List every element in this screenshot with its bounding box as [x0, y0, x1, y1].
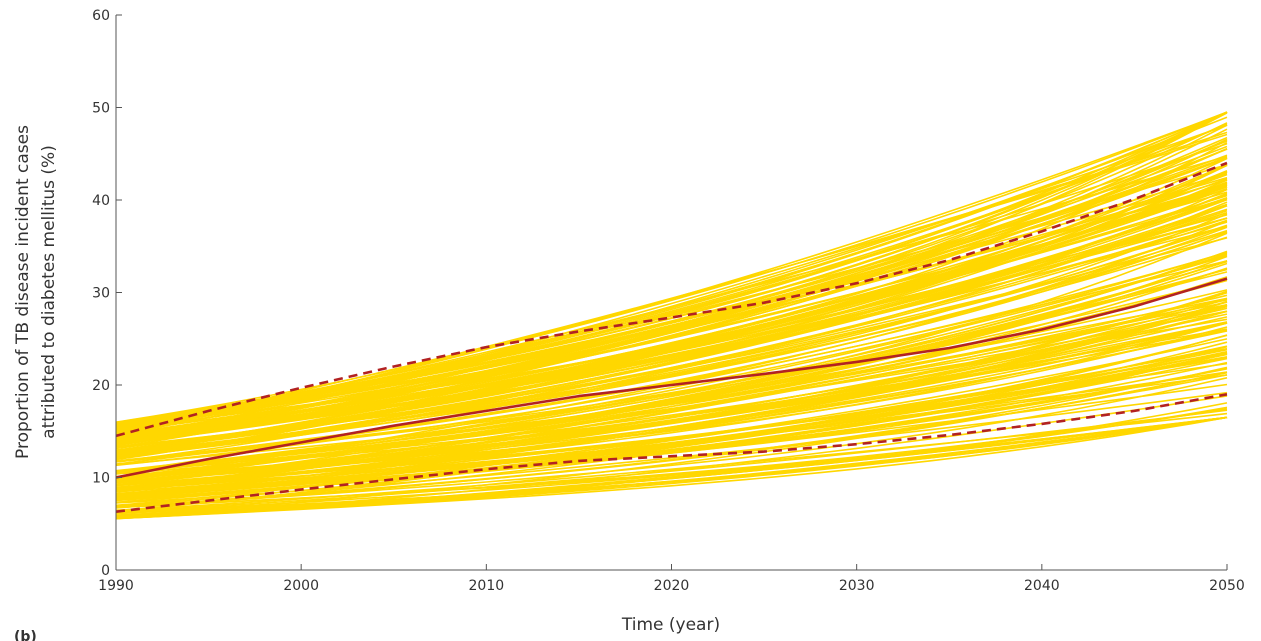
y-tick-label: 50: [92, 101, 110, 117]
simulation-line: [115, 345, 1228, 488]
simulation-line: [115, 197, 1228, 459]
simulation-line: [115, 260, 1228, 480]
y-tick-label: 30: [92, 286, 110, 302]
x-tick-label: 2010: [469, 578, 505, 594]
simulation-line: [115, 111, 1228, 423]
x-tick-label: 2030: [839, 578, 875, 594]
simulation-line: [115, 289, 1228, 478]
y-tick-label: 0: [101, 563, 110, 579]
simulation-line: [115, 157, 1228, 447]
simulation-lines: [115, 111, 1228, 520]
simulation-line: [115, 163, 1228, 440]
simulation-line: [115, 232, 1228, 474]
simulation-line: [115, 196, 1228, 439]
simulation-line: [115, 203, 1228, 444]
x-tick-label: 2000: [283, 578, 319, 594]
y-ticks: 0 10 20 30 40 50 60: [92, 8, 122, 579]
simulation-line: [115, 350, 1228, 504]
y-tick-label: 20: [92, 378, 110, 394]
simulation-line: [115, 217, 1228, 459]
simulation-line: [115, 416, 1228, 519]
simulation-line: [115, 112, 1228, 426]
x-tick-label: 2020: [654, 578, 690, 594]
simulation-line: [115, 138, 1228, 431]
simulation-line: [115, 313, 1228, 490]
simulation-line: [115, 310, 1228, 484]
simulation-line: [115, 361, 1228, 500]
summary-lines: [115, 161, 1228, 513]
y-tick-label: 60: [92, 8, 110, 24]
simulation-line: [115, 221, 1228, 452]
simulation-line: [115, 171, 1228, 431]
median-line: [115, 277, 1228, 479]
simulation-line: [115, 271, 1228, 486]
y-tick-label: 40: [92, 193, 110, 209]
simulation-line: [115, 412, 1228, 511]
y-tick-label: 10: [92, 471, 110, 487]
simulation-line: [115, 366, 1228, 508]
x-tick-label: 1990: [98, 578, 134, 594]
simulation-line: [115, 416, 1228, 518]
x-tick-label: 2050: [1209, 578, 1245, 594]
simulation-line: [115, 304, 1228, 495]
y-axis-label-line1: Proportion of TB disease incident cases: [13, 125, 33, 459]
x-tick-label: 2040: [1024, 578, 1060, 594]
y-axis-label-line2: attributed to diabetes mellitus (%): [39, 145, 59, 439]
simulation-line: [115, 111, 1228, 431]
panel-label: (b): [14, 629, 37, 641]
simulation-line: [115, 300, 1228, 491]
simulation-line: [115, 111, 1228, 424]
simulation-line: [115, 128, 1228, 433]
simulation-line: [115, 416, 1228, 520]
lower-bound-line: [115, 393, 1228, 513]
simulation-line: [115, 279, 1228, 486]
upper-bound-line: [115, 161, 1228, 438]
x-axis-label: Time (year): [621, 615, 720, 635]
x-ticks: 1990 2000 2010 2020 2030 2040 2050: [98, 564, 1245, 594]
